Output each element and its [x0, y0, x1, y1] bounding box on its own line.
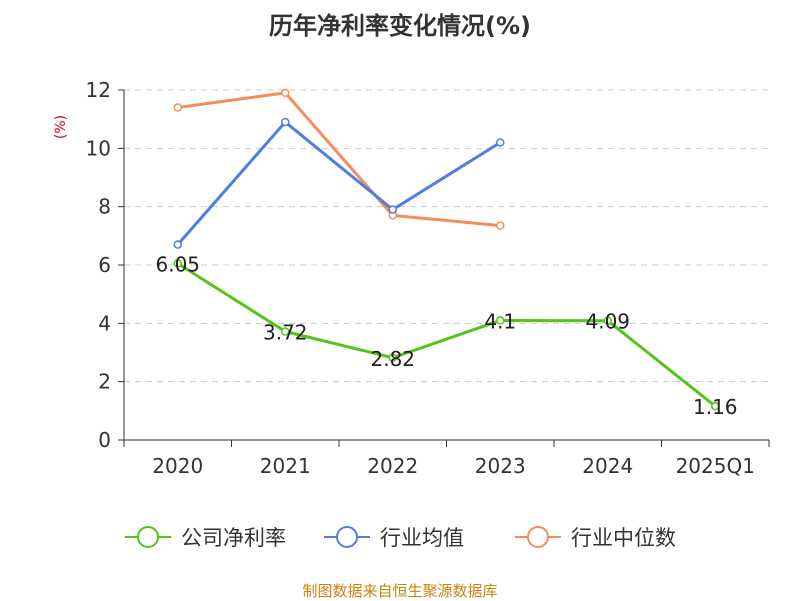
data-point: [496, 138, 505, 147]
legend-label: 公司净利率: [181, 526, 286, 550]
data-point: [496, 221, 505, 230]
data-label: 4.09: [585, 310, 630, 334]
y-tick-label: 12: [86, 78, 111, 102]
data-point: [603, 316, 612, 325]
data-point: [173, 259, 182, 268]
series-line: [176, 262, 717, 408]
data-label: 1.16: [693, 395, 738, 419]
legend-label: 行业均值: [380, 526, 464, 550]
x-tick-label: 2020: [152, 454, 203, 478]
data-label: 2.82: [370, 347, 415, 371]
data-label: 4.1: [484, 309, 516, 333]
x-tick-label: 2022: [367, 454, 418, 478]
y-tick-label: 0: [98, 428, 111, 452]
legend-marker: [527, 526, 549, 548]
data-point: [281, 88, 290, 98]
data-point: [173, 240, 182, 249]
y-tick-label: 2: [98, 370, 111, 394]
y-tick-label: 10: [86, 136, 111, 160]
y-tick-label: 6: [98, 253, 111, 277]
data-point: [388, 353, 397, 362]
legend-marker: [137, 526, 159, 548]
y-tick-label: 8: [98, 195, 111, 219]
x-tick-label: 2025Q1: [676, 454, 755, 478]
x-tick-label: 2024: [582, 454, 633, 478]
data-label: 6.05: [155, 253, 200, 277]
data-point: [281, 327, 290, 336]
data-point: [388, 205, 397, 214]
x-tick-label: 2023: [475, 454, 526, 478]
series-line: [176, 120, 502, 246]
data-point: [281, 117, 290, 127]
legend-label: 行业中位数: [571, 526, 676, 550]
series-line: [177, 91, 501, 228]
data-label: 3.72: [263, 321, 308, 345]
data-point: [173, 103, 182, 112]
y-tick-label: 4: [98, 311, 111, 335]
x-tick-label: 2021: [260, 454, 311, 478]
data-point: [496, 316, 505, 325]
data-source-note: 制图数据来自恒生聚源数据库: [302, 582, 498, 600]
legend-marker: [336, 526, 358, 548]
chart-title: 历年净利率变化情况(%): [269, 12, 531, 40]
data-point: [711, 401, 720, 411]
